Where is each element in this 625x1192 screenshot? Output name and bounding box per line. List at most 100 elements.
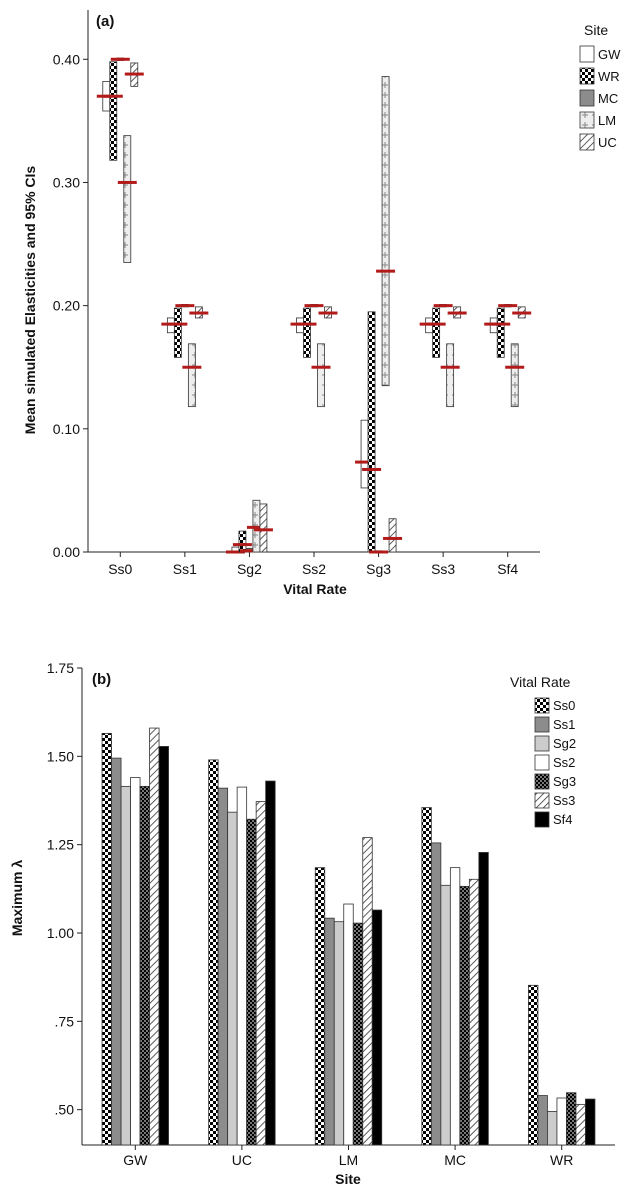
mean-marker-wr-sf4 — [491, 322, 511, 326]
bar-ss1-wr — [537, 1095, 548, 1146]
legend-label-sg3: Sg3 — [553, 774, 576, 789]
ci-box-wr-sg3 — [367, 311, 376, 553]
bar-ss0-uc — [208, 759, 219, 1146]
mean-marker-uc-ss2 — [318, 311, 338, 315]
bar-sg3-lm — [352, 922, 364, 1146]
panel-a-y-tick-label: 0.30 — [53, 174, 80, 190]
legend-swatch-ss1 — [534, 716, 550, 733]
legend-swatch-sf4 — [534, 811, 550, 828]
ci-box-wr-ss3 — [432, 307, 441, 358]
ci-box-uc-sg2 — [259, 503, 268, 553]
legend-swatch-sg3 — [534, 773, 550, 790]
panel-a-x-axis-title: Vital Rate — [283, 581, 347, 597]
panel-a-y-tick-label: 0.40 — [53, 51, 80, 67]
panel-a-label: (a) — [96, 13, 114, 30]
mean-marker-mc-sg3 — [369, 550, 389, 554]
ci-box-wr-ss0 — [109, 61, 118, 161]
panel-a-legend-title: Site — [584, 22, 608, 38]
panel-b-x-tick-label: WR — [550, 1152, 573, 1168]
mean-marker-uc-sg2 — [253, 528, 273, 532]
legend-label-uc: UC — [598, 135, 617, 150]
ci-box-wr-ss2 — [303, 307, 311, 358]
legend-swatch-ss3 — [534, 792, 550, 809]
panel-b-x-tick-label: MC — [444, 1152, 466, 1168]
panel-b-x-tick-label: UC — [232, 1152, 252, 1168]
mean-marker-wr-sg2 — [232, 543, 252, 547]
legend-label-lm: LM — [598, 113, 616, 128]
panel-b-max-lambda: (b) Site Maximum λ .50 .75 1.00 1.25 1.50 1.7… — [9, 660, 615, 1187]
panel-a-x-tick-label: Ss3 — [431, 561, 455, 577]
legend-swatch-wr — [579, 67, 595, 85]
legend-label-sf4: Sf4 — [553, 812, 573, 827]
bar-ss1-gw — [111, 757, 122, 1146]
bar-ss1-mc — [430, 842, 442, 1146]
bar-sf4-wr — [585, 1098, 596, 1146]
mean-marker-wr-ss3 — [426, 322, 446, 326]
mean-marker-uc-ss0 — [124, 72, 144, 76]
bar-ss3-lm — [362, 837, 373, 1146]
bar-sg3-wr — [566, 1092, 577, 1146]
bar-sg3-mc — [459, 885, 470, 1146]
panel-a-x-tick-label: Sg2 — [237, 561, 262, 577]
panel-b-x-tick-label: LM — [339, 1152, 358, 1168]
bar-ss2-lm — [343, 903, 354, 1146]
ci-box-wr-ss1 — [173, 307, 182, 358]
legend-label-ss1: Ss1 — [553, 717, 575, 732]
mean-marker-wr-sg3 — [362, 467, 382, 471]
legend-label-gw: GW — [598, 47, 621, 62]
mean-marker-lm-sg3 — [376, 269, 396, 273]
mean-marker-lm-ss0 — [117, 180, 137, 184]
panel-a-legend: Site GW WR MC LM UC — [579, 22, 621, 151]
bar-ss2-uc — [236, 786, 248, 1146]
panel-a-x-tick-label: Ss0 — [108, 561, 132, 577]
mean-marker-lm-sg2 — [246, 525, 266, 529]
mean-marker-lm-sf4 — [505, 365, 525, 369]
legend-label-sg2: Sg2 — [553, 736, 576, 751]
ci-box-lm-sf4 — [510, 343, 519, 408]
bar-ss0-lm — [314, 867, 326, 1146]
panel-b-legend: Vital Rate Ss0 Ss1 Sg2 Ss2 Sg3 Ss3 Sf4 — [510, 674, 576, 828]
ci-box-lm-ss0 — [123, 135, 132, 263]
panel-b-label: (b) — [92, 671, 111, 688]
bar-sg2-mc — [440, 884, 451, 1146]
bar-sg3-uc — [246, 818, 257, 1146]
panel-a-x-tick-label: Sg3 — [366, 561, 391, 577]
legend-swatch-uc — [579, 133, 595, 151]
panel-b-x-axis-title: Site — [335, 1171, 361, 1187]
panel-b-y-tick-label: 1.50 — [47, 748, 74, 764]
ci-box-lm-sg3 — [381, 76, 390, 387]
bar-ss3-mc — [468, 878, 480, 1146]
legend-swatch-lm — [579, 111, 595, 129]
legend-swatch-ss2 — [534, 754, 550, 771]
mean-marker-wr-ss2 — [297, 322, 317, 326]
panel-a-x-tick-label: Ss2 — [302, 561, 326, 577]
bar-ss0-gw — [101, 732, 112, 1146]
bar-ss3-gw — [149, 727, 160, 1146]
bar-ss1-uc — [217, 787, 229, 1146]
bar-sf4-gw — [158, 746, 169, 1146]
bar-ss2-mc — [449, 867, 461, 1146]
bar-ss2-wr — [556, 1097, 567, 1146]
mean-marker-mc-ss2 — [304, 304, 324, 308]
panel-b-y-axis-title: Maximum λ — [9, 860, 25, 936]
legend-swatch-ss0 — [534, 697, 550, 714]
bar-sg2-gw — [120, 785, 131, 1146]
panel-a-y-tick-label: 0.00 — [53, 544, 80, 560]
bar-ss2-gw — [130, 777, 141, 1146]
mean-marker-mc-sf4 — [498, 304, 518, 308]
bar-sg3-gw — [139, 785, 150, 1146]
panel-a-y-axis-title: Mean simulated Elasticities and 95% CIs — [22, 166, 38, 435]
panel-b-y-tick-label: 1.25 — [47, 837, 74, 853]
mean-marker-wr-ss0 — [103, 94, 123, 98]
mean-marker-mc-ss1 — [175, 304, 195, 308]
bar-sf4-lm — [371, 909, 383, 1146]
mean-marker-uc-sf4 — [512, 311, 532, 315]
bar-ss3-wr — [575, 1103, 586, 1146]
mean-marker-lm-ss1 — [182, 365, 202, 369]
mean-marker-uc-ss1 — [189, 311, 209, 315]
legend-swatch-gw — [579, 45, 595, 63]
bar-ss0-wr — [528, 984, 539, 1146]
mean-marker-uc-ss3 — [447, 311, 467, 315]
ci-box-lm-ss2 — [317, 343, 325, 408]
